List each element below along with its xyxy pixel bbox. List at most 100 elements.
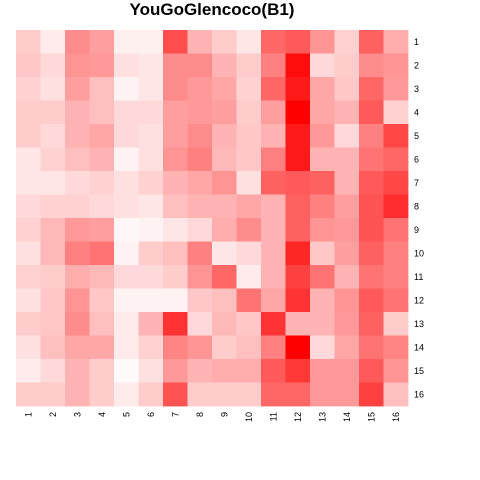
heatmap-cell-r7-c11 <box>261 171 286 195</box>
heatmap-cell-r16-c2 <box>40 382 66 407</box>
y-tick-label: 3 <box>414 84 419 94</box>
heatmap-cell-r15-c8 <box>187 359 213 383</box>
heatmap-cell-r1-c8 <box>187 30 213 54</box>
heatmap-cell-r16-c13 <box>310 382 335 407</box>
heatmap-cell-r10-c4 <box>89 241 115 266</box>
heatmap-cell-r1-c1 <box>16 30 41 54</box>
heatmap-cell-r2-c11 <box>261 53 286 78</box>
heatmap-cell-r14-c13 <box>310 335 335 360</box>
heatmap-cell-r14-c11 <box>261 335 286 360</box>
heatmap-cell-r3-c9 <box>212 77 237 101</box>
x-tick-label: 8 <box>195 412 205 417</box>
heatmap-cell-r8-c14 <box>334 194 360 219</box>
heatmap-cell-r8-c9 <box>212 194 237 219</box>
heatmap-cell-r7-c14 <box>334 171 360 195</box>
heatmap-cell-r7-c9 <box>212 171 237 195</box>
x-tick-label: 7 <box>170 412 180 417</box>
heatmap-cell-r6-c10 <box>236 147 262 172</box>
heatmap-cell-r12-c6 <box>138 288 164 313</box>
x-tick-label: 16 <box>391 412 401 422</box>
heatmap-cell-r14-c6 <box>138 335 164 360</box>
heatmap-cell-r8-c12 <box>285 194 311 219</box>
heatmap-cell-r11-c2 <box>40 265 66 289</box>
heatmap-cell-r8-c4 <box>89 194 115 219</box>
heatmap-cell-r2-c4 <box>89 53 115 78</box>
heatmap-cell-r10-c15 <box>359 241 384 266</box>
heatmap-cell-r4-c11 <box>261 100 286 125</box>
heatmap-cell-r3-c11 <box>261 77 286 101</box>
heatmap-cell-r6-c11 <box>261 147 286 172</box>
heatmap-cell-r9-c8 <box>187 218 213 242</box>
chart-title: YouGoGlencoco(B1) <box>130 0 295 19</box>
heatmap-cell-r2-c9 <box>212 53 237 78</box>
heatmap-cell-r5-c6 <box>138 124 164 148</box>
heatmap-cell-r1-c10 <box>236 30 262 54</box>
heatmap-cell-r5-c14 <box>334 124 360 148</box>
heatmap-cell-r1-c3 <box>65 30 90 54</box>
heatmap-cell-r13-c11 <box>261 312 286 336</box>
heatmap-cell-r11-c7 <box>163 265 188 289</box>
heatmap-cell-r1-c16 <box>383 30 409 54</box>
heatmap-cell-r4-c8 <box>187 100 213 125</box>
heatmap-cell-r10-c2 <box>40 241 66 266</box>
heatmap-cell-r14-c8 <box>187 335 213 360</box>
heatmap-cell-r4-c7 <box>163 100 188 125</box>
heatmap-cell-r10-c16 <box>383 241 409 266</box>
heatmap-cell-r10-c13 <box>310 241 335 266</box>
heatmap-cell-r3-c5 <box>114 77 139 101</box>
heatmap-cell-r14-c4 <box>89 335 115 360</box>
heatmap-cell-r13-c7 <box>163 312 188 336</box>
heatmap-cell-r15-c16 <box>383 359 409 383</box>
y-tick-label: 6 <box>414 154 419 164</box>
heatmap-cell-r6-c1 <box>16 147 41 172</box>
heatmap-cell-r16-c7 <box>163 382 188 407</box>
heatmap-cell-r9-c13 <box>310 218 335 242</box>
heatmap-cell-r14-c7 <box>163 335 188 360</box>
heatmap-cell-r4-c3 <box>65 100 90 125</box>
y-tick-label: 7 <box>414 178 419 188</box>
heatmap-cell-r1-c12 <box>285 30 311 54</box>
heatmap-cell-r1-c9 <box>212 30 237 54</box>
heatmap-cell-r2-c7 <box>163 53 188 78</box>
heatmap-cell-r7-c13 <box>310 171 335 195</box>
heatmap-cell-r2-c6 <box>138 53 164 78</box>
y-tick-label: 4 <box>414 107 419 117</box>
heatmap-cell-r5-c15 <box>359 124 384 148</box>
heatmap-cell-r12-c7 <box>163 288 188 313</box>
heatmap-cell-r3-c13 <box>310 77 335 101</box>
heatmap-cell-r7-c1 <box>16 171 41 195</box>
heatmap-cell-r12-c12 <box>285 288 311 313</box>
heatmap-cell-r13-c15 <box>359 312 384 336</box>
x-tick-label: 6 <box>146 412 156 417</box>
heatmap-cell-r2-c1 <box>16 53 41 78</box>
heatmap-cell-r15-c1 <box>16 359 41 383</box>
y-tick-label: 12 <box>414 295 424 305</box>
x-tick-label: 1 <box>23 412 33 417</box>
heatmap-cell-r7-c3 <box>65 171 90 195</box>
heatmap-cell-r3-c12 <box>285 77 311 101</box>
heatmap-cell-r14-c14 <box>334 335 360 360</box>
heatmap-cell-r9-c11 <box>261 218 286 242</box>
heatmap-cell-r9-c14 <box>334 218 360 242</box>
heatmap-cell-r6-c15 <box>359 147 384 172</box>
heatmap-cell-r2-c3 <box>65 53 90 78</box>
y-tick-label: 5 <box>414 131 419 141</box>
heatmap-cell-r16-c1 <box>16 382 41 407</box>
heatmap-cell-r6-c7 <box>163 147 188 172</box>
heatmap-cell-r3-c8 <box>187 77 213 101</box>
heatmap-cell-r6-c4 <box>89 147 115 172</box>
heatmap-cell-r11-c9 <box>212 265 237 289</box>
x-tick-label: 5 <box>121 412 131 417</box>
heatmap-cell-r12-c14 <box>334 288 360 313</box>
y-tick-label: 11 <box>414 272 423 282</box>
heatmap-cell-r8-c1 <box>16 194 41 219</box>
y-tick-label: 9 <box>414 225 419 235</box>
heatmap-cell-r9-c15 <box>359 218 384 242</box>
heatmap-cell-r10-c9 <box>212 241 237 266</box>
heatmap-cell-r7-c7 <box>163 171 188 195</box>
heatmap-cell-r10-c6 <box>138 241 164 266</box>
heatmap-cell-r12-c3 <box>65 288 90 313</box>
heatmap-cell-r14-c15 <box>359 335 384 360</box>
heatmap-cell-r4-c12 <box>285 100 311 125</box>
heatmap-cell-r5-c7 <box>163 124 188 148</box>
